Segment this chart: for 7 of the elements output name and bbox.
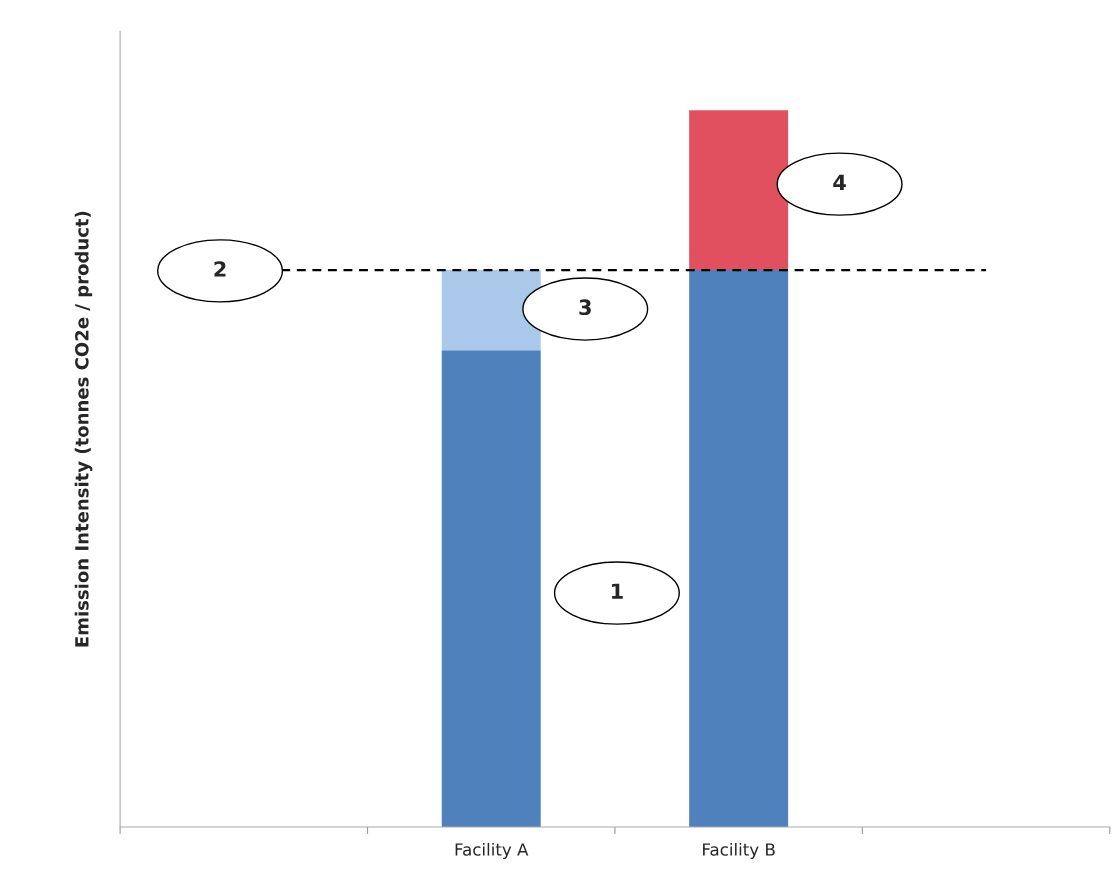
x-tick-label: Facility A <box>455 842 529 860</box>
annotation: 1 <box>612 583 623 599</box>
annotation: 2 <box>214 261 226 277</box>
annotation: 4 <box>833 174 846 190</box>
y-axis-title: Emission Intensity (tonnes CO2e / product) <box>74 211 93 647</box>
x-tick-label: Facility B <box>703 842 775 860</box>
annotation: 3 <box>579 299 591 316</box>
